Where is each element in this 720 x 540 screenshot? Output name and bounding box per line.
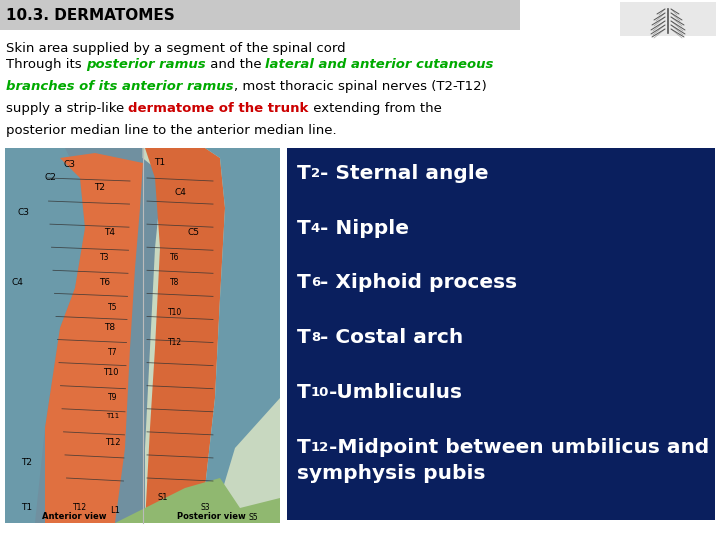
Text: T10: T10 — [168, 308, 182, 317]
Bar — [287, 148, 715, 520]
Text: T: T — [297, 383, 311, 402]
Text: symphysis pubis: symphysis pubis — [297, 464, 485, 483]
Text: posterior median line to the anterior median line.: posterior median line to the anterior me… — [6, 124, 337, 137]
Text: Posterior view: Posterior view — [177, 512, 246, 521]
Text: S3: S3 — [200, 503, 210, 512]
Text: T6: T6 — [170, 253, 180, 262]
Text: T12: T12 — [73, 503, 87, 512]
Text: T: T — [297, 437, 311, 456]
Text: T10: T10 — [103, 368, 119, 377]
Text: L1: L1 — [110, 506, 120, 515]
Text: T12: T12 — [105, 438, 121, 447]
Text: C4: C4 — [174, 188, 186, 197]
Text: C2: C2 — [44, 173, 56, 182]
Polygon shape — [5, 148, 85, 523]
Polygon shape — [45, 153, 143, 523]
Text: 6: 6 — [311, 276, 320, 289]
Polygon shape — [115, 478, 280, 523]
Text: T2: T2 — [22, 458, 32, 467]
Text: T7: T7 — [108, 348, 118, 357]
Text: posterior ramus: posterior ramus — [86, 58, 205, 71]
Text: T: T — [297, 328, 311, 347]
Text: , most thoracic spinal nerves (T2-T12): , most thoracic spinal nerves (T2-T12) — [233, 80, 486, 93]
Text: T6: T6 — [99, 278, 111, 287]
Text: 8: 8 — [311, 331, 320, 344]
Text: - Costal arch: - Costal arch — [320, 328, 463, 347]
Text: T11: T11 — [107, 413, 120, 419]
Text: S5: S5 — [248, 513, 258, 522]
Text: S1: S1 — [158, 493, 168, 502]
Bar — [5, 148, 280, 523]
Text: T1: T1 — [22, 503, 32, 512]
Text: T8: T8 — [104, 323, 116, 332]
Text: 12: 12 — [311, 441, 329, 454]
Text: -Umbliculus: -Umbliculus — [329, 383, 463, 402]
Text: Through its: Through its — [6, 58, 86, 71]
Text: - Nipple: - Nipple — [320, 219, 409, 238]
Text: C5: C5 — [187, 228, 199, 237]
Bar — [0, 0, 520, 30]
Text: extending from the: extending from the — [309, 102, 442, 115]
Text: T12: T12 — [168, 338, 182, 347]
Text: dermatome of the trunk: dermatome of the trunk — [128, 102, 309, 115]
Text: C3: C3 — [17, 208, 29, 217]
Text: - Xiphoid process: - Xiphoid process — [320, 273, 517, 293]
Polygon shape — [185, 148, 280, 523]
Text: Skin area supplied by a segment of the spinal cord: Skin area supplied by a segment of the s… — [6, 42, 346, 55]
Text: 4: 4 — [311, 222, 320, 235]
Text: lateral and anterior cutaneous: lateral and anterior cutaneous — [266, 58, 494, 71]
Text: 10.3. DERMATOMES: 10.3. DERMATOMES — [6, 8, 175, 23]
Text: T4: T4 — [104, 228, 115, 237]
Text: T: T — [297, 219, 311, 238]
Text: -Midpoint between umbilicus and: -Midpoint between umbilicus and — [329, 437, 709, 456]
Polygon shape — [145, 148, 225, 523]
Text: T1: T1 — [154, 158, 166, 167]
Text: C4: C4 — [11, 278, 23, 287]
Bar — [620, 2, 716, 36]
Text: T9: T9 — [108, 393, 118, 402]
Text: Anterior view: Anterior view — [42, 512, 106, 521]
Text: T3: T3 — [100, 253, 109, 262]
Text: C3: C3 — [64, 160, 76, 169]
Text: T: T — [297, 164, 311, 183]
Text: 10: 10 — [311, 386, 329, 399]
Text: - Sternal angle: - Sternal angle — [320, 164, 488, 183]
Polygon shape — [143, 148, 280, 523]
Text: T2: T2 — [94, 183, 106, 192]
Text: 2: 2 — [311, 167, 320, 180]
Text: supply a strip-like: supply a strip-like — [6, 102, 128, 115]
Text: and the: and the — [205, 58, 266, 71]
Text: T5: T5 — [108, 303, 118, 312]
Text: T8: T8 — [171, 278, 180, 287]
Text: branches of its anterior ramus: branches of its anterior ramus — [6, 80, 233, 93]
Text: T: T — [297, 273, 311, 293]
